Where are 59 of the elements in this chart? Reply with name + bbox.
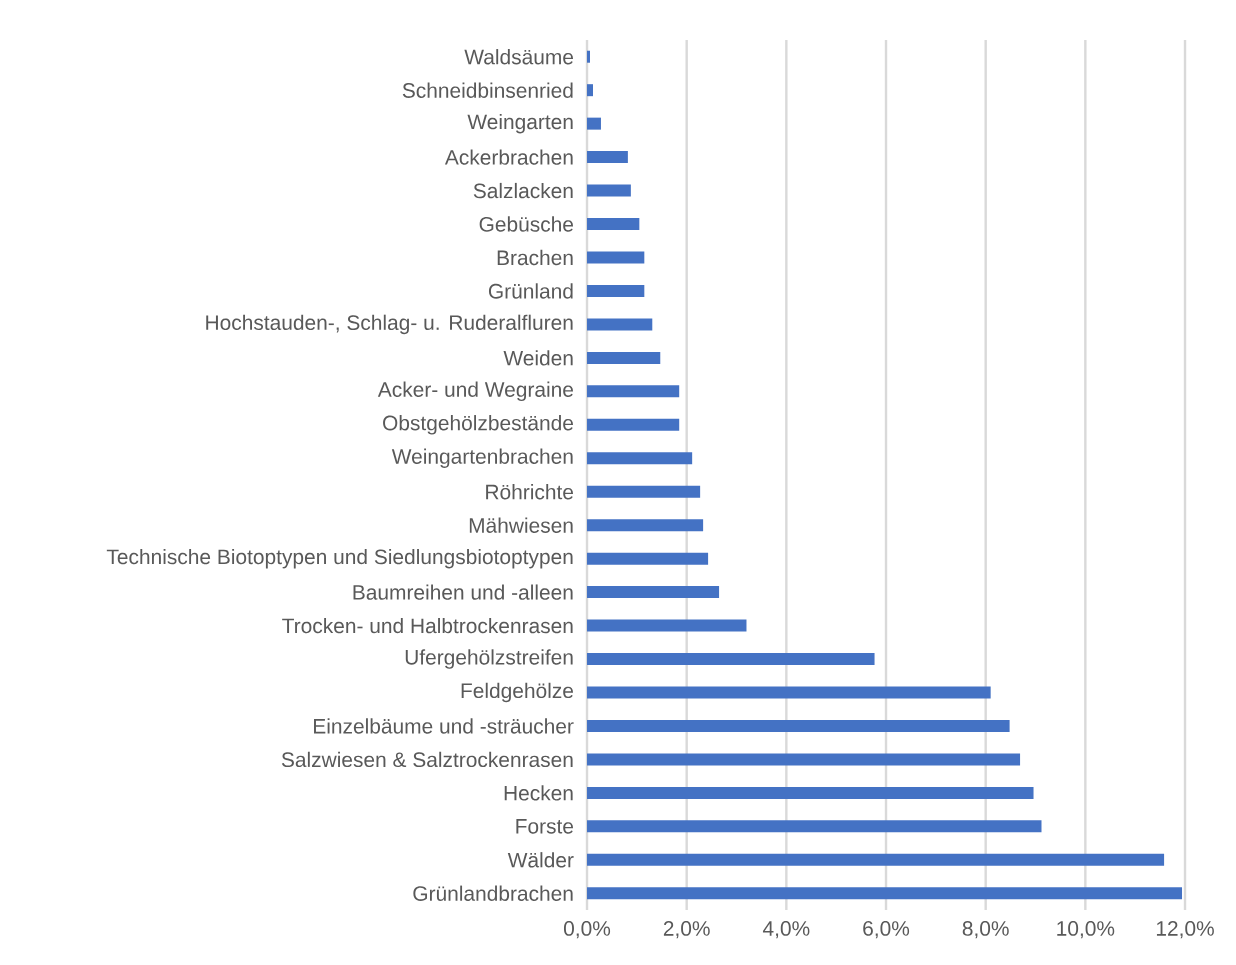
bar [587,887,1183,900]
x-tick-label: 8,0% [962,921,1009,939]
bar [587,218,640,231]
bar [587,552,709,565]
x-tick-label: 0,0% [563,921,611,939]
y-tick-label: Hecken [504,785,573,801]
bar [587,151,628,164]
y-tick-label: Forste [516,819,574,834]
bar [587,753,1021,766]
y-tick-label: Feldgehölze [461,682,573,703]
bar [587,586,720,599]
y-tick-label: Weingarten [467,113,573,134]
y-tick-label: Salzwiesen & Salztrockenrasen [281,751,573,768]
bar [587,351,661,364]
bar [587,84,593,97]
bar [587,619,747,632]
y-tick-label: Waldsäume [464,49,574,65]
x-tick-label: 2,0% [663,921,710,939]
y-tick-label: Gebüsche [479,216,574,232]
y-tick-label: Hochstauden-, Schlag- u. Ruderalfluren [206,314,573,335]
y-tick-label: Ackerbrachen [444,149,573,165]
bar [587,485,701,498]
y-tick-label: Grünlandbrachen [413,885,573,901]
y-tick-label: Brachen [497,249,573,266]
bar [587,184,631,197]
bar [587,251,645,264]
y-tick-label: Röhrichte [486,484,574,500]
bar [587,686,991,699]
y-tick-label: Mähwiesen [469,517,573,533]
bar [587,519,704,532]
x-tick-label: 10,0% [1057,921,1115,939]
y-tick-label: Technische Biotoptypen und Siedlungsbiotoptypen [106,548,573,569]
bar [587,452,693,465]
bar [587,853,1165,866]
bar [587,820,1042,833]
bar [587,318,653,331]
y-tick-label: Obstgehölzbestände [383,415,573,435]
bar [587,418,680,431]
y-tick-label: Ufergehölzstreifen [405,649,573,669]
y-tick-label: Acker- und Wegraine [377,381,573,402]
bar [587,385,680,398]
y-tick-label: Schneidbinsenried [402,82,573,98]
bar [587,50,590,63]
y-tick-label: Salzlacken [473,182,573,199]
bar [587,284,645,297]
x-tick-label: 4,0% [762,921,810,939]
x-tick-label: 6,0% [863,921,910,939]
bar [587,653,875,666]
y-tick-label: Baumreihen und -alleen [353,584,573,600]
y-tick-label: Einzelbäume und -sträucher [314,718,574,734]
y-tick-label: Weiden [503,350,573,366]
bar [587,117,601,130]
bar [587,719,1010,732]
y-tick-label: Wälder [507,852,574,868]
x-tick-label: 12,0% [1156,921,1214,939]
y-tick-label: Weingartenbrachen [391,448,573,469]
y-tick-label: Grünland [488,283,573,299]
y-tick-label: Trocken- und Halbtrockenrasen [282,617,573,634]
bar [587,786,1034,799]
